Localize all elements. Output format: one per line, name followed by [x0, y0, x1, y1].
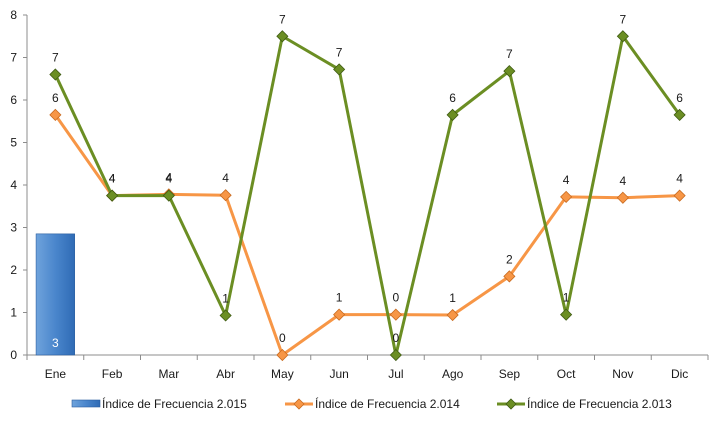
data-point [616, 30, 629, 43]
legend-label: Índice de Frecuencia 2.013 [527, 396, 672, 411]
series-line [54, 34, 681, 357]
y-tick-label: 7 [10, 51, 17, 65]
data-label: 7 [336, 45, 343, 59]
data-label: 0 [393, 291, 400, 305]
y-tick-label: 8 [10, 8, 17, 22]
data-label: 4 [109, 172, 116, 186]
x-tick-label: May [271, 367, 294, 381]
legend-marker [505, 398, 517, 410]
x-tick-label: Mar [159, 367, 180, 381]
data-point [276, 30, 289, 43]
data-label: 4 [166, 170, 173, 184]
data-point [162, 189, 175, 202]
x-tick-label: Abr [216, 367, 235, 381]
legend-label: Índice de Frecuencia 2.015 [102, 396, 247, 411]
data-point [333, 308, 346, 321]
data-label: 6 [449, 91, 456, 105]
data-point [333, 63, 346, 76]
x-tick-label: Feb [102, 367, 123, 381]
y-tick-label: 4 [10, 178, 17, 192]
data-label: 0 [279, 331, 286, 345]
y-tick-label: 5 [10, 136, 17, 150]
y-tick-label: 0 [10, 348, 17, 362]
data-point [49, 108, 62, 121]
data-label: 7 [52, 51, 59, 65]
data-point [673, 189, 686, 202]
data-label: 7 [620, 12, 627, 26]
data-point [616, 191, 629, 204]
x-tick-label: Oct [557, 367, 576, 381]
x-tick-label: Dic [671, 367, 688, 381]
data-point [560, 190, 573, 203]
y-tick-label: 6 [10, 93, 17, 107]
data-point [106, 189, 119, 202]
x-tick-label: Ago [442, 367, 464, 381]
legend-label: Índice de Frecuencia 2.014 [315, 396, 460, 411]
data-point [503, 270, 516, 283]
x-tick-label: Nov [612, 367, 633, 381]
data-point [276, 348, 289, 362]
x-tick-label: Jun [329, 367, 348, 381]
series-line [54, 114, 680, 357]
data-label: 7 [506, 47, 513, 61]
x-tick-label: Jul [388, 367, 403, 381]
data-label: 0 [393, 331, 400, 345]
legend-swatch [71, 399, 101, 408]
y-tick-label: 1 [10, 306, 17, 320]
data-point [389, 348, 402, 362]
data-label: 2 [506, 252, 513, 266]
data-label: 7 [279, 12, 286, 26]
bar [35, 233, 75, 356]
data-label: 4 [676, 172, 683, 186]
data-point [219, 189, 232, 202]
data-label: 4 [620, 174, 627, 188]
y-tick-label: 3 [10, 221, 17, 235]
data-point [49, 68, 62, 81]
data-label: 1 [449, 291, 456, 305]
legend-marker [293, 398, 305, 410]
data-point [503, 65, 516, 78]
data-point [389, 308, 402, 321]
data-label: 6 [676, 91, 683, 105]
y-tick-label: 2 [10, 263, 17, 277]
data-label: 1 [336, 291, 343, 305]
x-tick-label: Sep [499, 367, 521, 381]
data-label: 1 [222, 291, 229, 305]
data-label: 6 [52, 91, 59, 105]
data-point [560, 308, 573, 321]
x-tick-label: Ene [45, 367, 67, 381]
bar-data-label: 3 [52, 336, 59, 350]
data-label: 1 [563, 291, 570, 305]
data-label: 4 [563, 173, 570, 187]
data-point [446, 108, 459, 121]
data-label: 4 [166, 172, 173, 186]
data-label: 4 [109, 172, 116, 186]
data-point [673, 108, 686, 121]
data-point [219, 309, 232, 322]
data-label: 4 [222, 171, 229, 185]
data-point [446, 308, 459, 322]
